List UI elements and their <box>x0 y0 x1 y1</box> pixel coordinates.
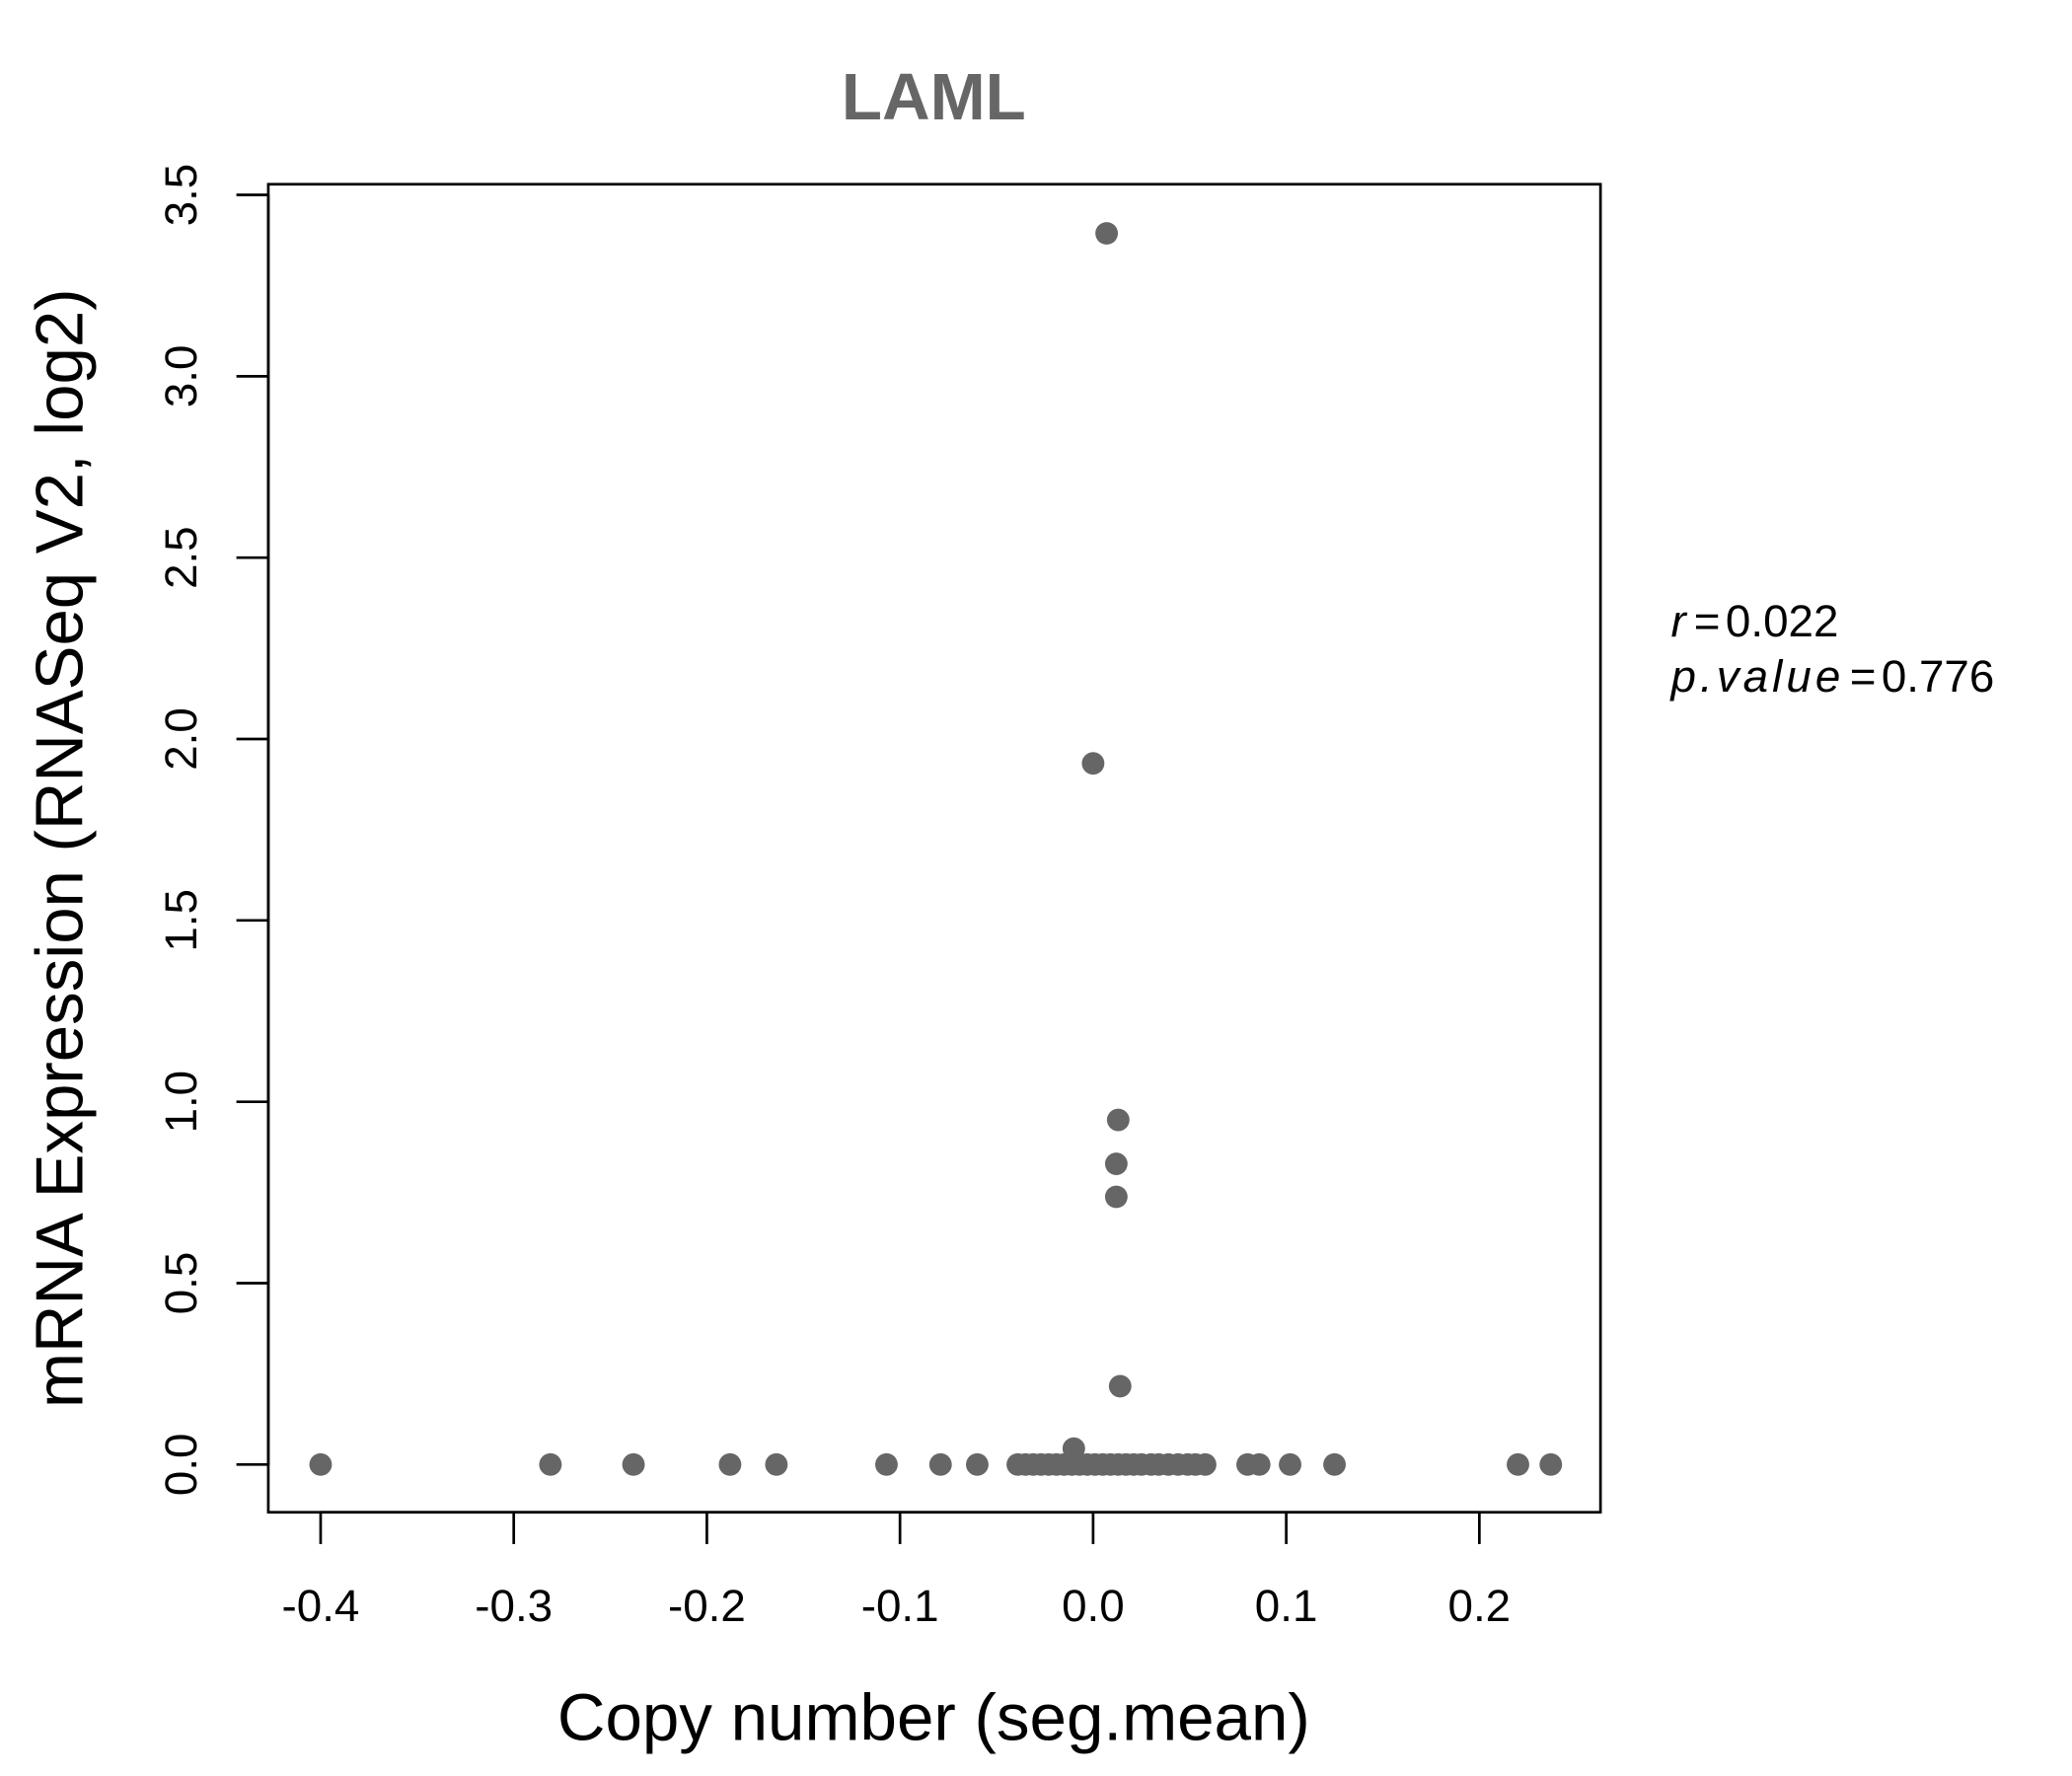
data-point <box>1507 1452 1529 1476</box>
data-point <box>1104 1185 1128 1209</box>
p-value: p.value = 0.776 <box>1668 651 1994 702</box>
y-tick-label: 1.0 <box>156 1071 206 1133</box>
y-tick-label: 3.5 <box>156 164 206 226</box>
y-tick-label: 3.0 <box>156 345 206 407</box>
x-tick-label: 0.1 <box>1255 1581 1318 1631</box>
data-point <box>309 1452 333 1476</box>
x-axis-label: Copy number (seg.mean) <box>557 1681 1310 1755</box>
y-tick-label: 2.5 <box>156 526 206 588</box>
data-point <box>1062 1437 1085 1460</box>
x-tick-label: -0.2 <box>668 1581 746 1631</box>
x-axis: -0.4 -0.3 -0.2 -0.1 0.0 0.1 0.2 <box>282 1511 1512 1631</box>
y-tick-label: 0.5 <box>156 1252 206 1314</box>
data-point <box>718 1452 742 1476</box>
x-tick-label: -0.3 <box>475 1581 553 1631</box>
data-point <box>1104 1152 1128 1175</box>
x-tick-label: 0.0 <box>1062 1581 1125 1631</box>
y-tick-label: 2.0 <box>156 707 206 770</box>
data-point <box>1106 1108 1130 1132</box>
x-tick-label: -0.4 <box>282 1581 360 1631</box>
data-point <box>928 1452 952 1476</box>
y-tick-label: 1.5 <box>156 889 206 951</box>
data-point <box>1108 1374 1132 1398</box>
y-axis-label: mRNA Expression (RNASeq V2, log2) <box>23 288 97 1407</box>
data-point <box>1539 1452 1563 1476</box>
data-point <box>1247 1452 1271 1476</box>
data-point <box>1193 1452 1217 1476</box>
data-point <box>765 1452 788 1476</box>
data-point <box>1081 752 1105 776</box>
data-point <box>875 1452 898 1476</box>
x-tick-label: 0.2 <box>1448 1581 1512 1631</box>
data-point <box>966 1452 989 1476</box>
x-tick-label: -0.1 <box>861 1581 939 1631</box>
data-point <box>622 1452 645 1476</box>
correlation-r: r = 0.022 <box>1670 596 1838 646</box>
data-point <box>1323 1452 1346 1476</box>
data-point <box>539 1452 562 1476</box>
data-point <box>1095 222 1119 245</box>
data-points <box>309 222 1563 1476</box>
data-point <box>1279 1452 1301 1476</box>
y-axis: 0.0 0.5 1.0 1.5 2.0 2.5 3.0 3.5 <box>156 164 270 1496</box>
chart-title: LAML <box>842 60 1026 134</box>
plot-frame <box>266 183 1602 1515</box>
y-tick-label: 0.0 <box>156 1434 206 1496</box>
